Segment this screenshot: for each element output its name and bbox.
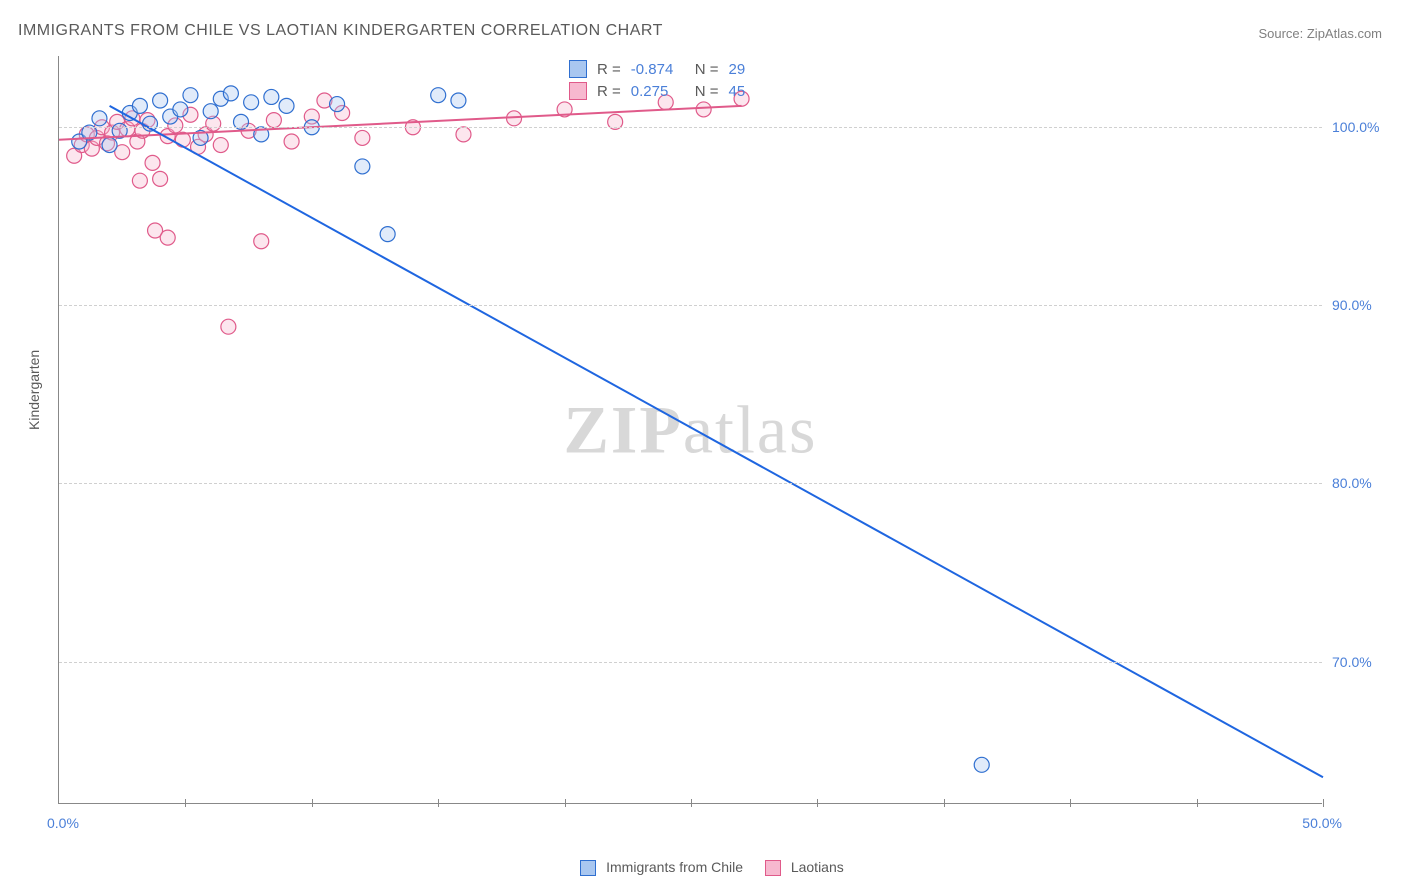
scatter-point [279,98,294,113]
ytick-label: 80.0% [1332,475,1392,491]
scatter-point [330,97,345,112]
chart-title: IMMIGRANTS FROM CHILE VS LAOTIAN KINDERG… [18,22,663,40]
bottom-legend: Immigrants from Chile Laotians [0,859,1406,876]
swatch-a [569,60,587,78]
scatter-point [451,93,466,108]
gridline-h [59,305,1322,306]
scatter-point [92,111,107,126]
x-end-label: 50.0% [1302,815,1342,831]
xtick-mark [185,799,186,807]
scatter-point [213,138,228,153]
y-axis-label: Kindergarten [26,350,42,430]
scatter-point [244,95,259,110]
scatter-point [160,230,175,245]
plot-area: ZIPatlas 0.0% 50.0% R = -0.874 N = 29 R … [58,56,1322,804]
scatter-point [264,89,279,104]
scatter-point [456,127,471,142]
ytick-label: 100.0% [1332,119,1392,135]
stats-row-a: R = -0.874 N = 29 [569,60,783,78]
scatter-point [132,173,147,188]
trend-line [110,106,1323,777]
swatch-b [569,82,587,100]
scatter-point [974,757,989,772]
gridline-h [59,483,1322,484]
scatter-point [284,134,299,149]
chart-svg [59,56,1322,803]
stats-row-b: R = 0.275 N = 45 [569,82,783,100]
scatter-point [153,93,168,108]
source-label: Source: ZipAtlas.com [1258,26,1382,41]
xtick-mark [312,799,313,807]
xtick-mark [438,799,439,807]
bottom-label-b: Laotians [791,859,844,875]
n-value-b: 45 [729,83,783,100]
bottom-swatch-b [765,860,781,876]
scatter-point [221,319,236,334]
bottom-swatch-a [580,860,596,876]
xtick-mark [944,799,945,807]
scatter-point [266,113,281,128]
scatter-point [355,130,370,145]
xtick-mark [1323,799,1324,807]
scatter-point [203,104,218,119]
xtick-mark [1197,799,1198,807]
n-label-a: N = [695,61,719,78]
scatter-point [173,102,188,117]
scatter-point [102,138,117,153]
scatter-point [153,171,168,186]
gridline-h [59,662,1322,663]
scatter-point [380,227,395,242]
ytick-label: 70.0% [1332,654,1392,670]
n-value-a: 29 [729,61,783,78]
stats-legend: R = -0.874 N = 29 R = 0.275 N = 45 [569,60,783,104]
ytick-label: 90.0% [1332,297,1392,313]
n-label-b: N = [695,83,719,100]
scatter-point [223,86,238,101]
r-value-a: -0.874 [631,61,685,78]
scatter-point [254,234,269,249]
scatter-point [132,98,147,113]
scatter-point [183,88,198,103]
r-value-b: 0.275 [631,83,685,100]
xtick-mark [565,799,566,807]
x-origin-label: 0.0% [47,815,79,831]
xtick-mark [817,799,818,807]
gridline-h [59,127,1322,128]
scatter-point [145,155,160,170]
r-label-a: R = [597,61,621,78]
scatter-point [355,159,370,174]
xtick-mark [1070,799,1071,807]
bottom-label-a: Immigrants from Chile [606,859,743,875]
scatter-point [431,88,446,103]
xtick-mark [691,799,692,807]
scatter-point [696,102,711,117]
r-label-b: R = [597,83,621,100]
